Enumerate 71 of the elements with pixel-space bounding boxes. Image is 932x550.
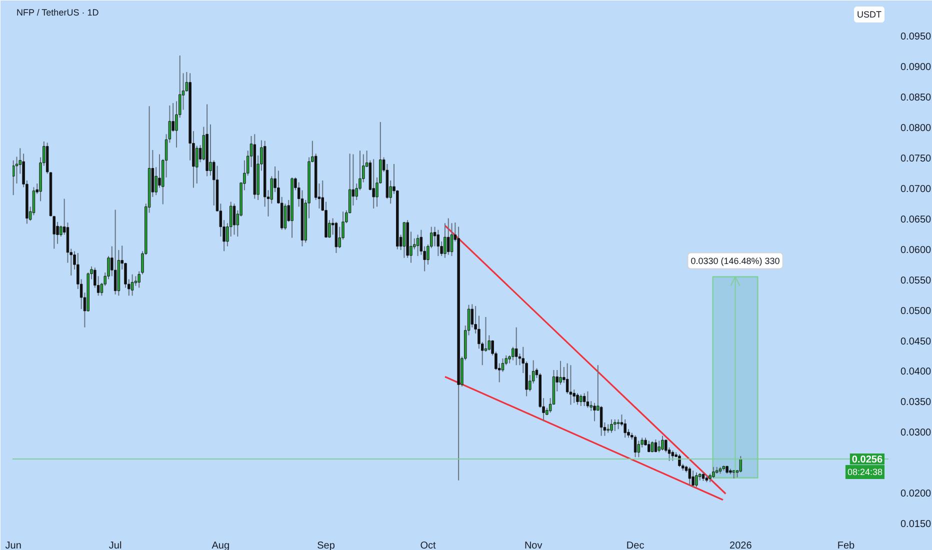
candlestick: [661, 435, 664, 451]
candlestick: [624, 418, 626, 438]
candlestick: [209, 124, 212, 176]
candlestick: [650, 440, 654, 453]
y-tick-label: 0.0750: [900, 153, 932, 164]
y-tick-label: 0.0800: [900, 122, 932, 134]
candlestick: [447, 218, 450, 256]
candlestick: [586, 390, 590, 408]
y-tick-label: 0.0600: [900, 244, 932, 256]
candlestick: [484, 316, 488, 352]
y-tick-label: 0.0550: [900, 275, 932, 286]
candlestick: [678, 454, 681, 468]
candlestick: [559, 360, 562, 386]
y-tick-label: 0.0500: [900, 306, 932, 317]
y-tick-label: 0.0700: [900, 184, 932, 195]
candlestick: [688, 466, 692, 486]
candlestick: [416, 234, 420, 257]
candlestick: [130, 274, 134, 296]
candlestick: [671, 450, 674, 462]
y-tick-label: 0.0400: [900, 366, 932, 378]
candlestick: [158, 154, 161, 188]
text: NFP / TetherUS · 1D: [16, 8, 100, 18]
candlestick: [648, 440, 650, 453]
y-axis-title: USDT: [857, 10, 882, 20]
candlestick: [637, 440, 640, 458]
candlestick: [512, 346, 514, 361]
annotation: 0.0330 (146.48%) 330: [690, 256, 780, 266]
ref-line-label: 0.0256: [852, 454, 883, 466]
y-tick-label: 0.0300: [900, 428, 932, 439]
candlestick: [582, 392, 586, 406]
candlestick: [569, 364, 572, 406]
x-tick-label: Dec: [626, 540, 644, 550]
candlestick: [514, 326, 518, 366]
candlestick: [695, 472, 698, 488]
y-tick-label: 0.0900: [900, 62, 932, 73]
candlestick: [610, 418, 613, 434]
annotation: 08:24:38: [847, 467, 883, 478]
candlestick: [692, 470, 694, 488]
y-tick-label: 0.0350: [900, 397, 932, 408]
x-tick-label: 2026: [730, 540, 752, 550]
candlestick: [658, 440, 660, 453]
y-tick-label: 0.0150: [900, 519, 932, 530]
y-tick-label: 0.0450: [900, 336, 932, 348]
candlestick: [444, 222, 446, 258]
candlestick: [614, 418, 616, 432]
candlestick: [334, 221, 338, 254]
candlestick: [402, 221, 406, 258]
candlestick: [576, 392, 579, 406]
candlestick: [52, 215, 56, 250]
candlestick: [284, 203, 287, 230]
y-tick-label: 0.0650: [900, 214, 932, 226]
candlestick: [593, 402, 596, 422]
x-tick-label: Jul: [108, 540, 122, 550]
candlestick: [12, 160, 15, 196]
candlestick: [616, 418, 620, 430]
candlestick: [450, 222, 454, 257]
y-tick-label: 0.0950: [900, 32, 932, 43]
x-tick-label: Feb: [837, 540, 856, 550]
x-tick-label: Nov: [524, 540, 542, 550]
y-tick-label: 0.0200: [900, 488, 932, 500]
candlestick: [712, 466, 715, 478]
candlestick: [654, 439, 658, 453]
candlestick: [436, 229, 440, 257]
x-tick-label: Oct: [420, 540, 436, 550]
candlestick: [634, 434, 637, 458]
candlestick: [114, 209, 117, 295]
candlestick: [580, 394, 582, 406]
y-tick-label: 0.0850: [900, 92, 932, 104]
x-tick-label: Jun: [5, 540, 22, 550]
candlestick: [372, 158, 375, 210]
candlestick: [232, 203, 236, 236]
